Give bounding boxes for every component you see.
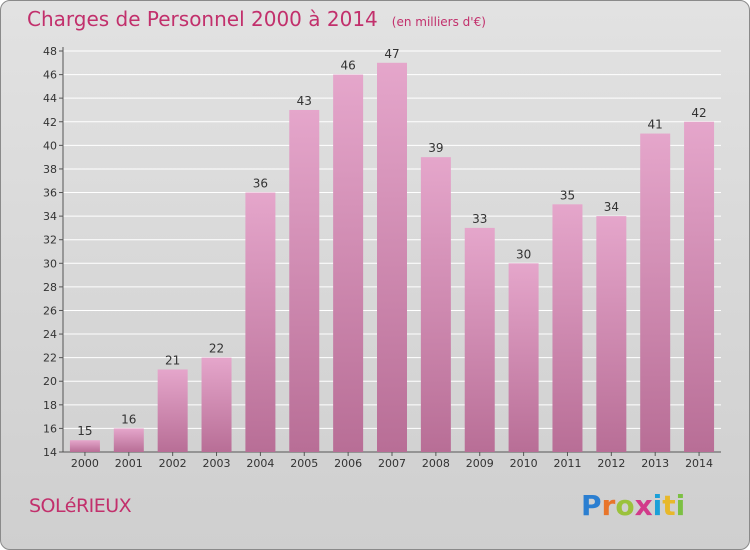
logo-letter: i xyxy=(652,489,663,522)
plot-area: 14 16 18 20 22 24 26 28 30 32 34 36 38 40 42 44 46 48 15 20… xyxy=(43,45,721,470)
y-tick-label: 14 xyxy=(43,446,57,459)
logo-letter: i xyxy=(675,489,686,522)
data-label: 41 xyxy=(648,118,663,132)
data-label: 21 xyxy=(165,353,180,367)
logo-letter: P xyxy=(581,489,602,522)
y-tick-label: 48 xyxy=(43,45,57,58)
chart-title: Charges de Personnel 2000 à 2014 xyxy=(27,7,378,31)
y-tick-label: 36 xyxy=(43,187,57,200)
y-tick-label: 24 xyxy=(43,328,57,341)
y-tick-label: 22 xyxy=(43,352,57,365)
bar xyxy=(420,157,451,452)
x-tick-label: 2001 xyxy=(115,457,143,470)
y-tick-label: 18 xyxy=(43,399,57,412)
x-tick-label: 2011 xyxy=(553,457,581,470)
bar xyxy=(684,121,715,452)
y-tick-label: 46 xyxy=(43,69,57,82)
data-label: 15 xyxy=(77,424,92,438)
x-tick-label: 2000 xyxy=(71,457,99,470)
x-tick-label: 2012 xyxy=(597,457,625,470)
bar xyxy=(552,204,583,452)
y-tick-label: 40 xyxy=(43,139,57,152)
x-tick-label: 2002 xyxy=(159,457,187,470)
chart-subtitle: (en milliers d'€) xyxy=(391,15,486,29)
logo-letter: o xyxy=(615,489,635,522)
bar xyxy=(596,216,627,452)
data-label: 39 xyxy=(428,141,443,155)
x-tick-label: 2014 xyxy=(685,457,713,470)
y-tick-label: 34 xyxy=(43,210,57,223)
proxiti-logo: Proxiti xyxy=(581,489,685,522)
bar xyxy=(333,74,364,453)
bar xyxy=(245,192,276,452)
logo-letter: r xyxy=(601,489,616,522)
bar xyxy=(464,227,495,452)
x-tick-label: 2007 xyxy=(378,457,406,470)
y-tick-label: 32 xyxy=(43,234,57,247)
x-tick-label: 2009 xyxy=(466,457,494,470)
y-tick-label: 26 xyxy=(43,304,57,317)
y-tick-label: 38 xyxy=(43,163,57,176)
data-label: 47 xyxy=(384,47,399,61)
x-tick-label: 2013 xyxy=(641,457,669,470)
data-label: 30 xyxy=(516,247,531,261)
data-label: 22 xyxy=(209,342,224,356)
bar xyxy=(157,369,188,452)
logo-letter: t xyxy=(662,489,676,522)
bar xyxy=(377,62,407,452)
data-label: 36 xyxy=(253,177,268,191)
bar xyxy=(289,109,320,453)
y-tick-label: 28 xyxy=(43,281,57,294)
bar xyxy=(69,440,100,452)
y-tick-label: 44 xyxy=(43,92,57,105)
data-label: 33 xyxy=(472,212,487,226)
bar xyxy=(640,133,671,452)
bar xyxy=(113,428,144,452)
x-tick-label: 2010 xyxy=(510,457,538,470)
x-tick-label: 2004 xyxy=(246,457,274,470)
chart-title-row: Charges de Personnel 2000 à 2014 (en mill… xyxy=(27,7,486,31)
bar xyxy=(508,263,539,452)
data-label: 42 xyxy=(691,106,706,120)
y-tick-label: 42 xyxy=(43,116,57,129)
town-name: SOLéRIEUX xyxy=(29,495,132,517)
bar xyxy=(201,357,232,452)
logo-letter: x xyxy=(634,489,653,522)
data-label: 43 xyxy=(297,94,312,108)
x-tick-label: 2006 xyxy=(334,457,362,470)
x-tick-label: 2005 xyxy=(290,457,318,470)
data-label: 16 xyxy=(121,412,136,426)
data-label: 35 xyxy=(560,188,575,202)
data-label: 34 xyxy=(604,200,619,214)
x-tick-label: 2008 xyxy=(422,457,450,470)
y-tick-label: 30 xyxy=(43,257,57,270)
x-tick-label: 2003 xyxy=(203,457,231,470)
y-tick-label: 16 xyxy=(43,422,57,435)
data-label: 46 xyxy=(340,59,355,73)
y-tick-label: 20 xyxy=(43,375,57,388)
